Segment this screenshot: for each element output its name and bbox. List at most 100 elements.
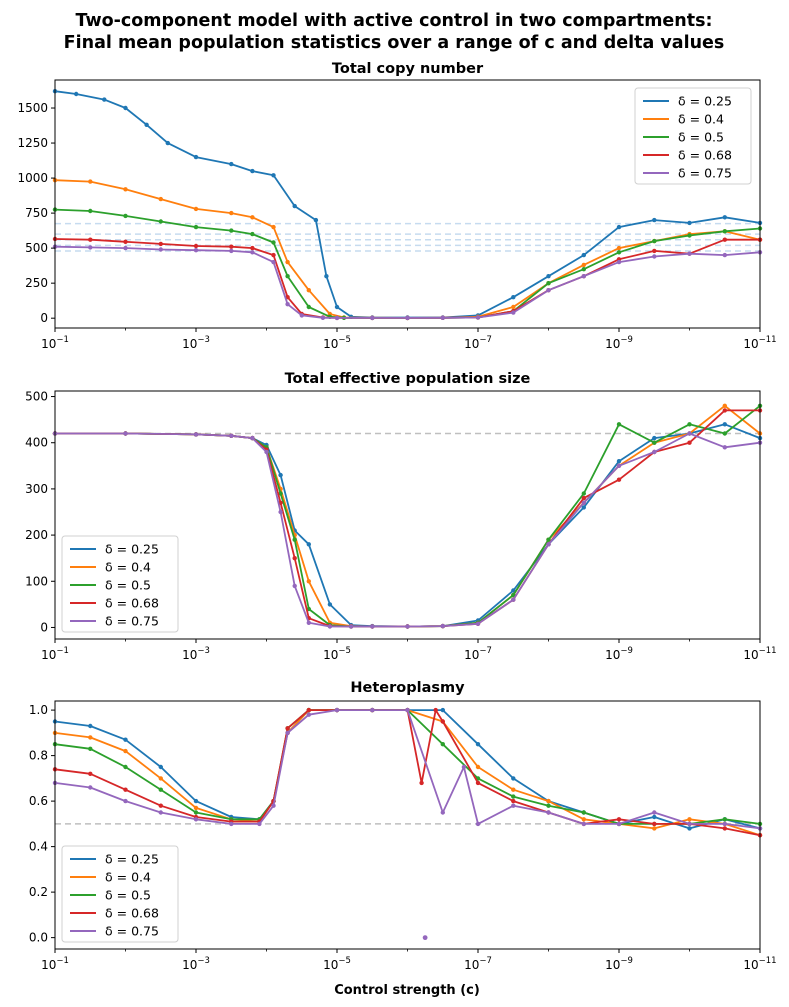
data-point [722, 821, 727, 827]
data-point [306, 579, 311, 584]
data-point [581, 810, 586, 815]
series-line [54, 709, 761, 830]
data-point [264, 449, 269, 455]
data-point [475, 764, 481, 770]
data-point [271, 803, 276, 808]
data-point [440, 719, 445, 724]
data-point [324, 274, 329, 279]
data-point [257, 821, 262, 827]
data-point [687, 821, 692, 827]
data-point [581, 817, 586, 822]
data-point [88, 735, 93, 740]
data-point [292, 556, 297, 561]
data-point [511, 310, 516, 315]
data-point [306, 707, 311, 713]
data-point [687, 422, 692, 427]
legend-label: δ = 0.75 [678, 166, 732, 181]
data-point [271, 224, 276, 230]
x-axis-label: Control strength (c) [334, 983, 480, 998]
data-point [370, 624, 375, 629]
data-point [652, 248, 657, 254]
data-point [193, 432, 199, 437]
data-point [652, 810, 657, 815]
data-point [405, 707, 410, 713]
data-point [278, 472, 283, 478]
data-point [158, 247, 163, 252]
data-point [193, 243, 199, 249]
y-tick-label: 0.4 [29, 840, 48, 854]
x-tick-label: 10−1 [41, 956, 69, 972]
x-tick-label: 10−1 [41, 335, 69, 351]
data-point [250, 435, 255, 441]
data-point [546, 281, 551, 286]
data-point [285, 302, 290, 307]
data-point [581, 262, 586, 268]
data-point [88, 237, 93, 242]
data-point [193, 224, 199, 230]
y-tick-label: 1500 [17, 101, 48, 115]
legend-label: δ = 0.68 [678, 148, 732, 163]
data-point [285, 274, 290, 279]
data-point [419, 780, 424, 786]
data-point [616, 817, 622, 822]
data-point [440, 810, 445, 815]
data-point [722, 817, 727, 822]
data-point [652, 435, 657, 441]
y-tick-label: 0.6 [29, 794, 48, 808]
data-point [581, 500, 586, 505]
data-point [616, 422, 622, 427]
data-point [440, 315, 445, 320]
data-point [271, 240, 276, 245]
data-point [405, 624, 410, 629]
legend-label: δ = 0.75 [105, 924, 159, 939]
data-point [652, 254, 657, 259]
legend-label: δ = 0.5 [105, 578, 151, 593]
data-point [229, 821, 234, 827]
figure-title-line1: Two-component model with active control … [75, 11, 712, 31]
data-point [722, 237, 727, 242]
legend-label: δ = 0.25 [105, 542, 159, 557]
data-point [306, 620, 311, 625]
data-point [405, 315, 410, 321]
legend-label: δ = 0.4 [105, 560, 151, 575]
data-point [722, 229, 727, 234]
data-point [285, 730, 290, 736]
x-tick-label: 10−9 [605, 646, 633, 662]
data-point [475, 780, 481, 786]
legend-label: δ = 0.4 [678, 112, 724, 127]
data-point [511, 776, 516, 781]
data-point [616, 821, 622, 827]
y-tick-label: 500 [25, 390, 48, 404]
data-point [475, 315, 481, 320]
data-point [193, 206, 199, 212]
data-point [722, 445, 727, 450]
data-point [687, 440, 692, 445]
data-point [546, 288, 551, 293]
data-point [546, 542, 551, 547]
data-point [123, 431, 128, 436]
data-point [193, 248, 199, 253]
data-point [440, 707, 445, 713]
data-point [193, 810, 199, 815]
data-point [722, 408, 727, 413]
data-point [511, 597, 516, 602]
series-line [54, 245, 761, 319]
data-point [292, 203, 297, 209]
legend-box [634, 87, 752, 185]
data-point [616, 259, 622, 265]
data-point [616, 459, 622, 464]
data-point [511, 787, 516, 792]
data-point [123, 748, 128, 754]
data-point [687, 233, 692, 238]
legend-box [61, 535, 179, 633]
data-point [250, 250, 255, 255]
x-tick-label: 10−7 [464, 646, 492, 662]
y-tick-label: 300 [25, 482, 48, 496]
data-point [440, 742, 445, 747]
data-point [652, 814, 657, 820]
data-point [334, 304, 340, 310]
y-tick-label: 0 [40, 620, 48, 634]
data-point [475, 742, 481, 747]
data-point [511, 588, 516, 593]
